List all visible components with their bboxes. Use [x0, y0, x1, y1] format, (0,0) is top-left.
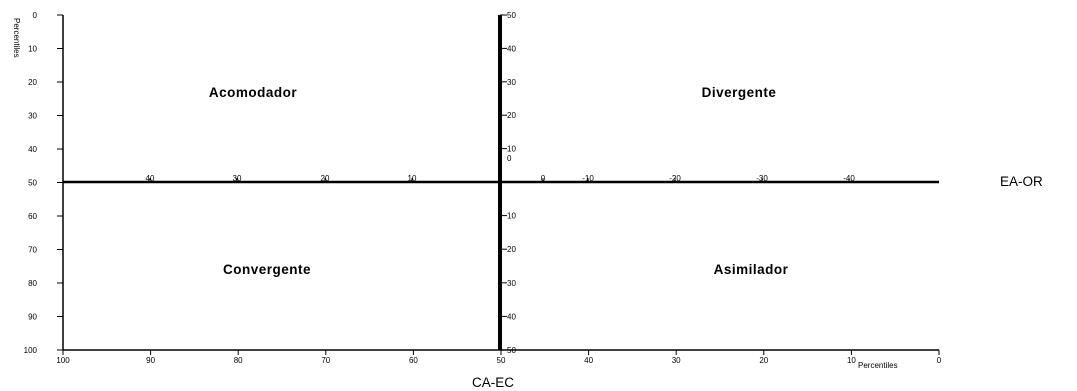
- bottom-tick-label: 100: [56, 356, 70, 365]
- left-axis-ticks: 0 10 20 30 40 50 60 70 80 90 100: [24, 11, 63, 355]
- bottom-tick-label: 20: [759, 356, 768, 365]
- left-axis-title: Percentiles: [12, 18, 21, 58]
- horizontal-axis-name: EA-OR: [1000, 174, 1043, 189]
- center-v-tick-label: 50: [507, 11, 516, 20]
- center-v-tick-label: 20: [507, 111, 516, 120]
- left-tick-label: 0: [33, 11, 38, 20]
- center-h-tick-label: -20: [669, 174, 681, 183]
- center-v-tick-label: 50: [507, 346, 516, 355]
- center-h-tick-label: -10: [582, 174, 594, 183]
- center-v-tick-label: 0: [507, 154, 512, 163]
- center-h-tick-label: 0: [541, 174, 546, 183]
- bottom-tick-label: 70: [321, 356, 330, 365]
- left-tick-label: 10: [28, 45, 37, 54]
- center-h-tick-label: -30: [756, 174, 768, 183]
- center-h-tick-label: 30: [233, 174, 242, 183]
- center-h-tick-label: -40: [843, 174, 855, 183]
- bottom-tick-label: 40: [584, 356, 593, 365]
- bottom-axis-ticks: 100 90 80 70 60 50 40 30 20 10 0: [56, 350, 942, 365]
- bottom-axis-title: Percentiles: [858, 361, 898, 370]
- bottom-tick-label: 60: [409, 356, 418, 365]
- bottom-tick-label: 80: [234, 356, 243, 365]
- left-tick-label: 30: [28, 112, 37, 121]
- left-tick-label: 60: [28, 212, 37, 221]
- center-h-tick-label: 10: [408, 174, 417, 183]
- vertical-axis-name: CA-EC: [472, 375, 514, 390]
- left-tick-label: 100: [24, 346, 38, 355]
- bottom-tick-label: 0: [937, 356, 942, 365]
- left-tick-label: 70: [28, 246, 37, 255]
- center-h-tick-label: 20: [321, 174, 330, 183]
- left-tick-label: 50: [28, 179, 37, 188]
- left-tick-label: 20: [28, 78, 37, 87]
- left-tick-label: 90: [28, 313, 37, 322]
- center-horizontal-axis-ticks: 40 30 20 10 0 -10 -20 -30 -40: [146, 174, 856, 183]
- center-v-tick-label: 40: [507, 44, 516, 53]
- center-v-tick-label: 30: [507, 78, 516, 87]
- bottom-tick-label: 10: [847, 356, 856, 365]
- center-v-tick-label: 30: [507, 279, 516, 288]
- quadrant-label-asimilador: Asimilador: [714, 262, 789, 277]
- center-v-tick-label: 10: [507, 212, 516, 221]
- quadrant-label-convergente: Convergente: [223, 262, 311, 277]
- bottom-tick-label: 50: [497, 356, 506, 365]
- center-h-tick-label: 40: [146, 174, 155, 183]
- quadrant-label-divergente: Divergente: [702, 85, 777, 100]
- bottom-tick-label: 30: [672, 356, 681, 365]
- center-v-tick-label: 40: [507, 312, 516, 321]
- center-v-tick-label: 10: [507, 145, 516, 154]
- center-v-tick-label: 20: [507, 245, 516, 254]
- left-tick-label: 40: [28, 145, 37, 154]
- quadrant-label-acomodador: Acomodador: [209, 85, 298, 100]
- left-tick-label: 80: [28, 279, 37, 288]
- bottom-tick-label: 90: [146, 356, 155, 365]
